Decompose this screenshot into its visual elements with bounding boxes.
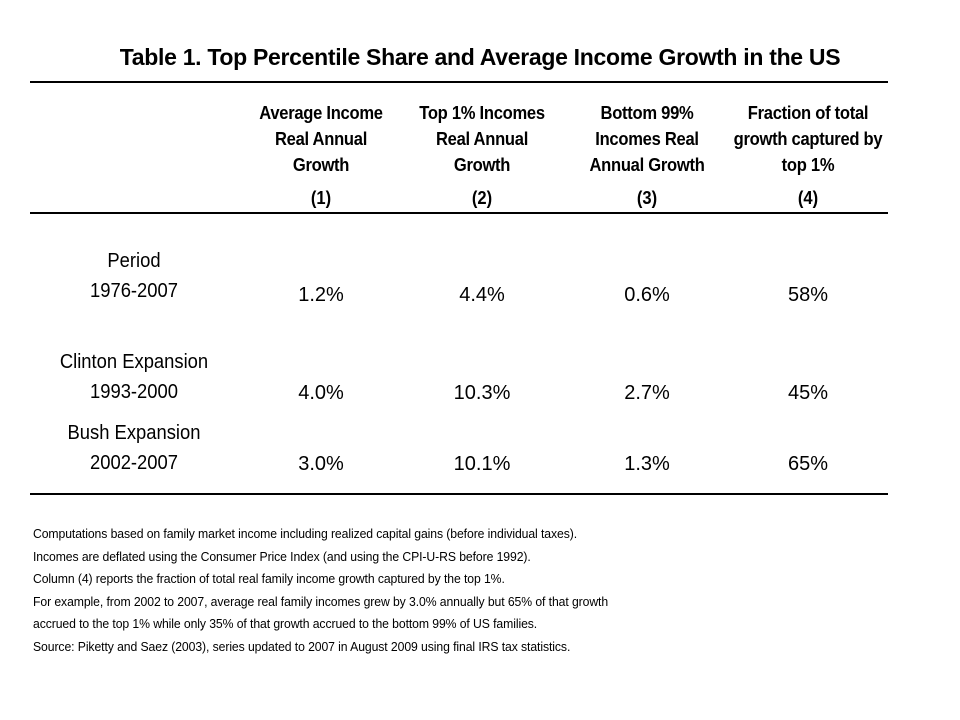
column-header-1-line-3: Growth [292,155,350,175]
table-cell: 10.3% [453,382,511,404]
bottom-rule [30,493,888,495]
column-header-4-line-3: top 1% [781,155,835,175]
note-example-2: accrued to the top 1% while only 35% of … [33,616,538,631]
table-notes: Computations based on family market inco… [33,523,893,658]
top-rule [30,81,888,83]
column-header-3-line-3: Annual Growth [589,155,705,175]
row-label-clinton-line-1: Clinton Expansion [59,351,209,373]
column-number-1: (1) [310,188,332,208]
column-header-1-line-1: Average Income [259,103,383,123]
column-header-2: Top 1% Incomes Real Annual Growth [410,100,554,178]
column-header-4: Fraction of total growth captured by top… [727,100,889,178]
column-header-2-line-2: Real Annual [435,129,529,149]
table-cell: 3.0% [298,453,344,475]
note-deflation: Incomes are deflated using the Consumer … [33,548,531,564]
row-label-period-line-2: 1976-2007 [89,280,179,302]
column-header-1: Average Income Real Annual Growth [252,100,390,178]
note-column-4: Column (4) reports the fraction of total… [33,571,505,586]
column-header-1-line-2: Real Annual [274,129,368,149]
table-cell: 4.0% [298,382,344,404]
table-cell: 1.3% [624,453,670,475]
row-label-period: Period 1976-2007 [42,246,226,306]
table-cell: 4.4% [459,284,505,306]
column-number-2: (2) [471,188,493,208]
header-rule [30,212,888,214]
row-label-bush-line-2: 2002-2007 [89,452,179,474]
column-header-3-line-2: Incomes Real [595,129,699,149]
table-cell: 10.1% [453,453,511,475]
column-number-3: (3) [636,188,658,208]
table-title: Table 1. Top Percentile Share and Averag… [119,44,841,70]
table-cell: 45% [787,382,829,404]
column-header-3-line-1: Bottom 99% [600,103,694,123]
row-label-bush-line-1: Bush Expansion [67,422,201,444]
note-source: Source: Piketty and Saez (2003), series … [33,638,571,654]
row-label-bush: Bush Expansion 2002-2007 [42,418,226,478]
column-number-4: (4) [797,188,819,208]
note-example-1: For example, from 2002 to 2007, average … [33,593,609,609]
table-cell: 0.6% [624,284,670,306]
table-cell: 1.2% [298,284,344,306]
column-header-2-line-3: Growth [453,155,511,175]
table-cell: 2.7% [624,382,670,404]
table-cell: 65% [787,453,829,475]
column-header-2-line-1: Top 1% Incomes [419,103,545,123]
row-label-period-line-1: Period [107,250,161,272]
column-header-3: Bottom 99% Incomes Real Annual Growth [578,100,716,178]
table-cell: 58% [787,284,829,306]
column-header-4-line-1: Fraction of total [747,103,869,123]
row-label-clinton: Clinton Expansion 1993-2000 [42,347,226,407]
row-label-clinton-line-2: 1993-2000 [89,381,179,403]
column-header-4-line-2: growth captured by [733,129,883,149]
note-computations: Computations based on family market inco… [33,526,577,541]
